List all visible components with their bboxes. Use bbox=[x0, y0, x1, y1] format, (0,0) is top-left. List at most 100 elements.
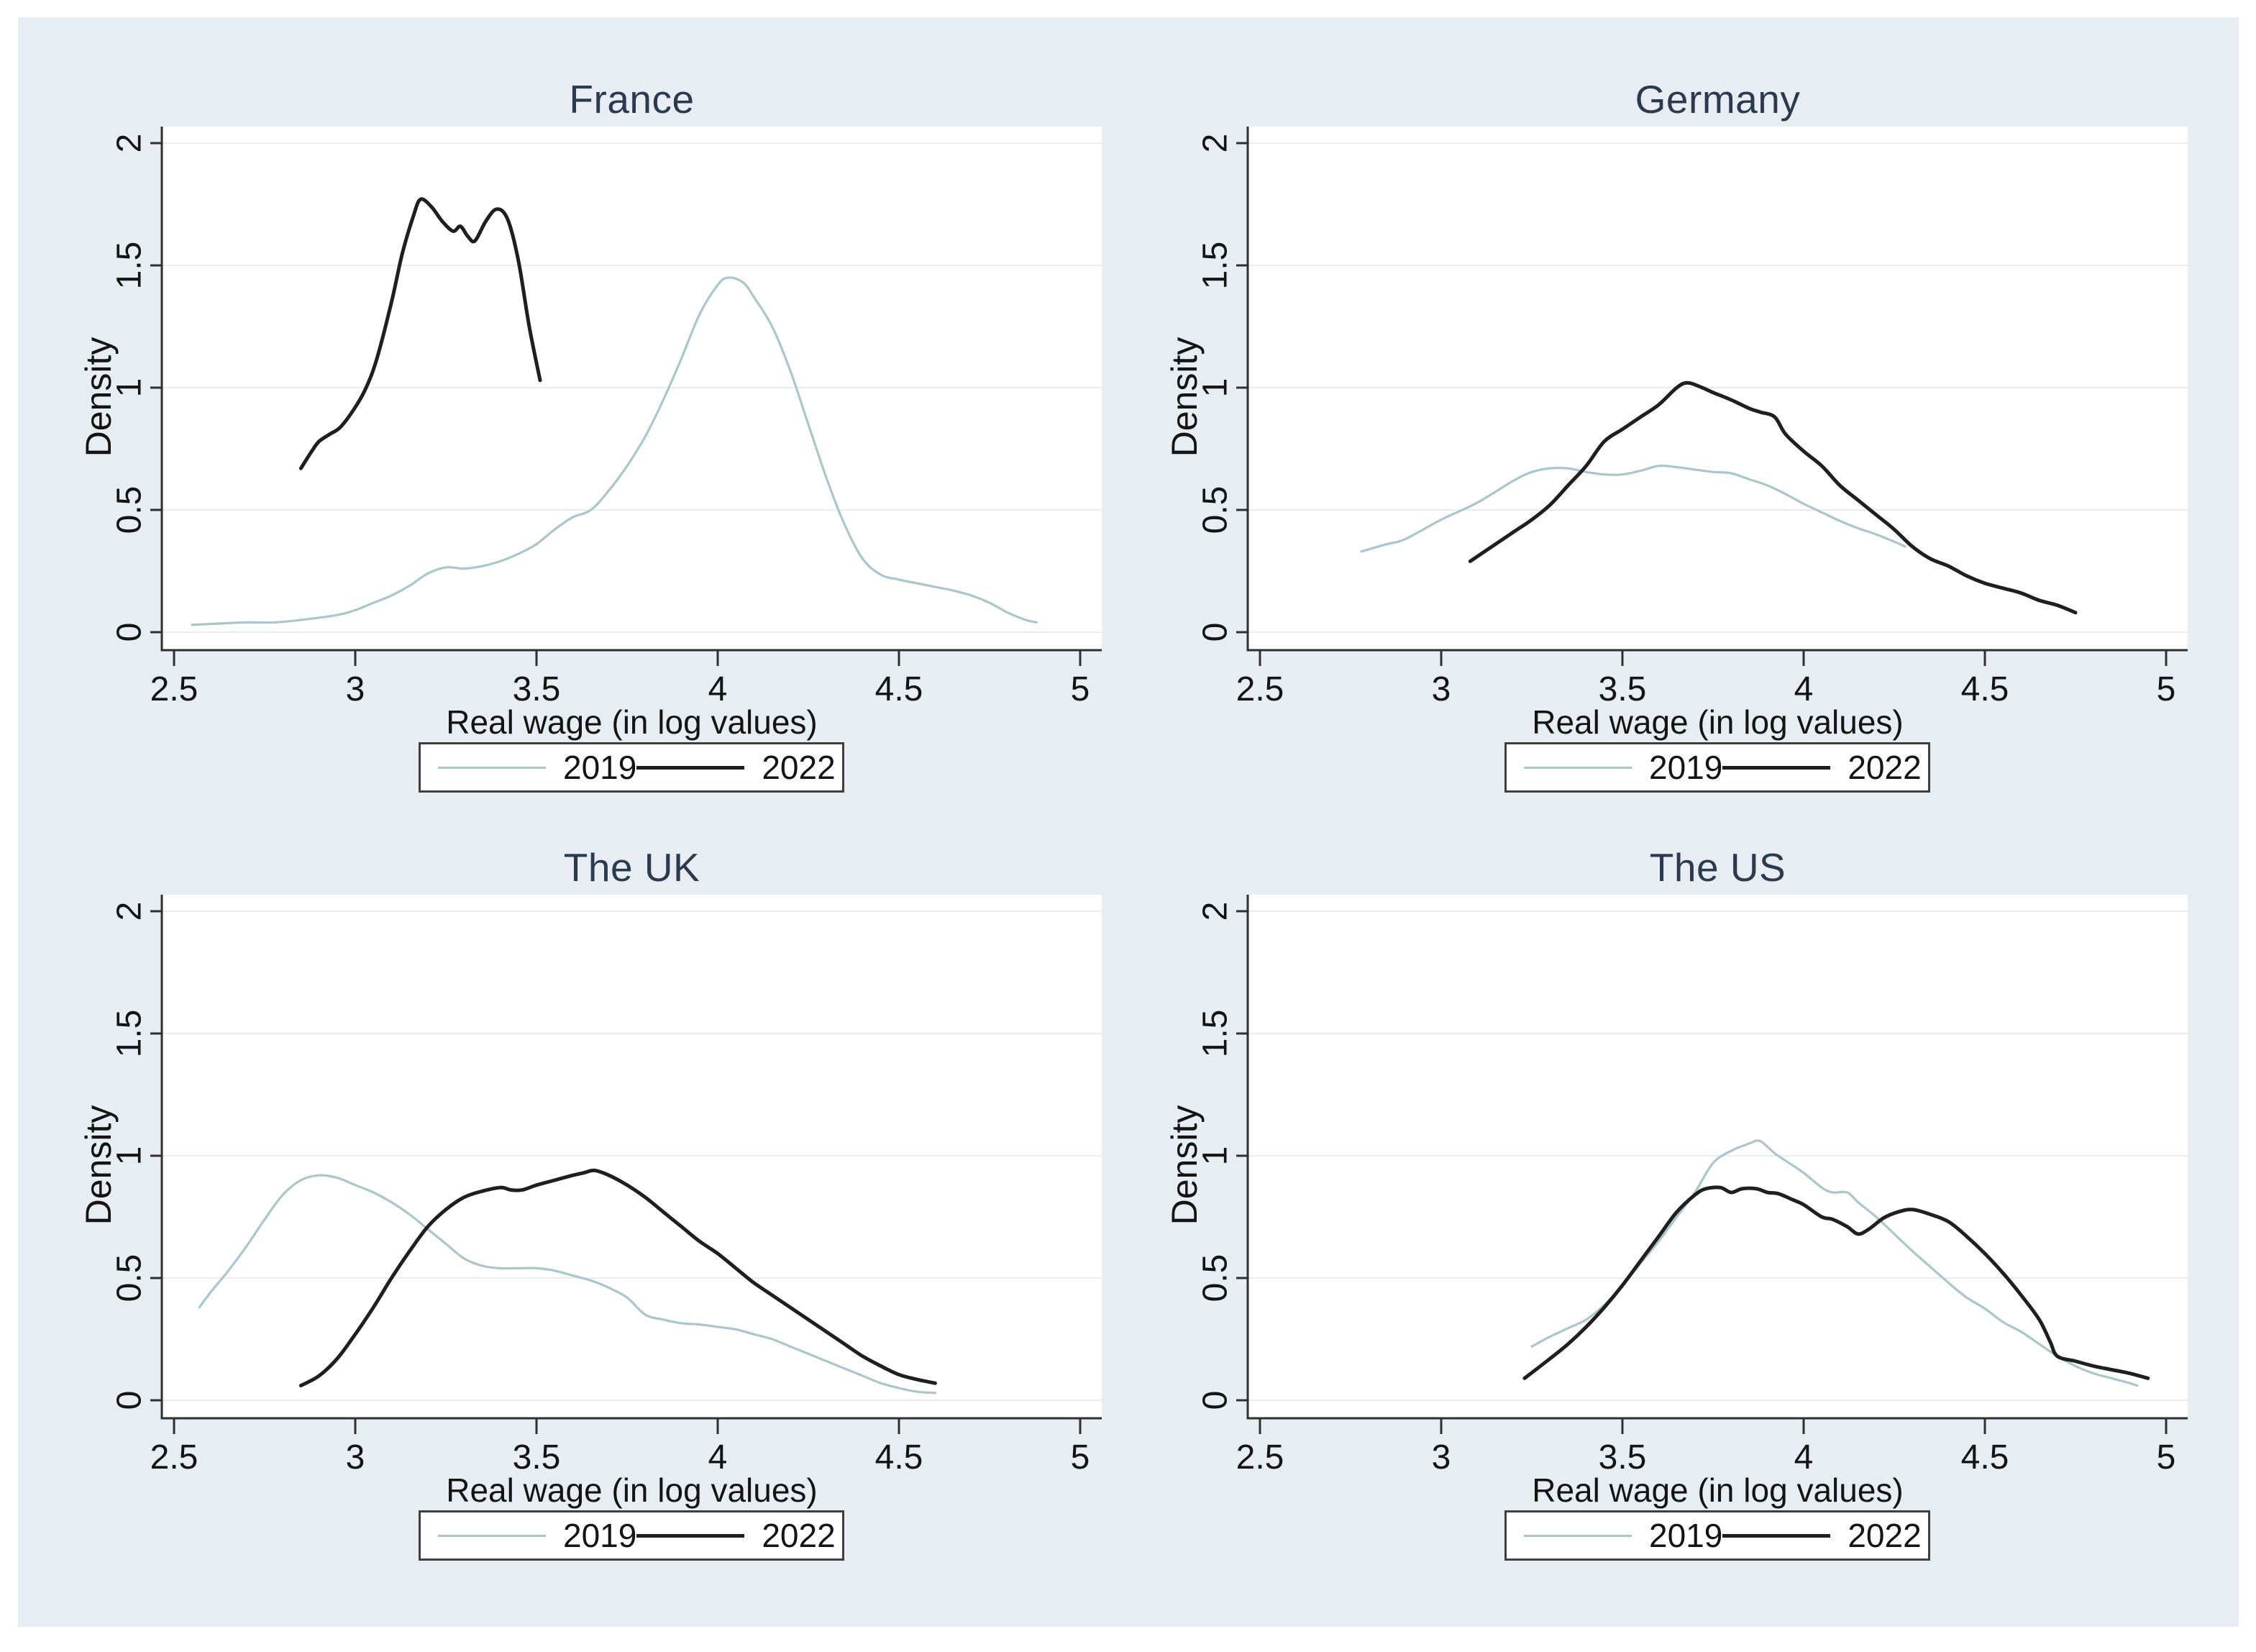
legend-item-2022: 2022 bbox=[636, 748, 836, 787]
legend-label-2019: 2019 bbox=[1649, 749, 1723, 786]
x-tick-label: 3 bbox=[346, 1438, 365, 1477]
y-tick-label: 0.5 bbox=[1197, 1254, 1235, 1302]
density-curve-2022 bbox=[298, 197, 542, 470]
legend-label-2022: 2022 bbox=[762, 749, 836, 786]
x-tick-label: 3.5 bbox=[1599, 670, 1647, 708]
y-tick-label: 0.5 bbox=[1197, 486, 1235, 534]
x-axis-title: Real wage (in log values) bbox=[446, 703, 818, 741]
panel-germany: Germany 0 0.5 1 1.5 2 2.5 3 3.5 4 4.5 5 Real wage (… bbox=[1105, 17, 2215, 807]
x-tick-label: 4.5 bbox=[1961, 670, 2009, 708]
x-tick-label: 3 bbox=[1432, 670, 1451, 708]
panel-us: The US 0 0.5 1 1.5 2 2.5 3 3.5 4 4.5 5 Real wage (i… bbox=[1105, 785, 2215, 1575]
legend-item-2022: 2022 bbox=[636, 1516, 836, 1555]
legend-box: 2019 2022 bbox=[1504, 742, 1930, 793]
y-axis-title: Density bbox=[1164, 337, 1205, 457]
chart-germany: 0 0.5 1 1.5 2 2.5 3 3.5 4 4.5 5 Real wage (in log v… bbox=[1164, 127, 2188, 741]
legend-item-2022: 2022 bbox=[1722, 1516, 1922, 1555]
legend-line-2022-icon bbox=[1722, 1533, 1831, 1538]
y-tick-label: 2 bbox=[1197, 134, 1235, 153]
legend-label-2019: 2019 bbox=[563, 1517, 637, 1554]
x-tick-label: 5 bbox=[1071, 670, 1090, 708]
y-tick-label: 1 bbox=[111, 378, 149, 398]
y-tick-label: 1.5 bbox=[1197, 242, 1235, 290]
x-tick-label: 4.5 bbox=[1961, 1438, 2009, 1477]
x-tick-label: 4 bbox=[1794, 1438, 1814, 1477]
y-tick-label: 2 bbox=[1197, 902, 1235, 921]
y-axis-title: Density bbox=[1164, 1105, 1205, 1226]
legend-item-2019: 2019 bbox=[438, 748, 636, 787]
panel-title-germany: Germany bbox=[1635, 77, 1801, 122]
legend-label-2022: 2022 bbox=[1848, 749, 1922, 786]
x-tick-label: 3.5 bbox=[513, 670, 561, 708]
panel-uk: The UK 0 0.5 1 1.5 2 2.5 3 3.5 4 4.5 5 Real wage (i… bbox=[19, 785, 1129, 1575]
y-tick-label: 0 bbox=[111, 1391, 149, 1410]
chart-us: 0 0.5 1 1.5 2 2.5 3 3.5 4 4.5 5 Real wage (in log v… bbox=[1164, 895, 2188, 1509]
x-tick-label: 4 bbox=[708, 1438, 728, 1477]
panel-title-uk: The UK bbox=[563, 845, 700, 890]
legend-item-2019: 2019 bbox=[1524, 748, 1722, 787]
y-tick-label: 0 bbox=[1197, 1391, 1235, 1410]
y-tick-label: 0.5 bbox=[111, 1254, 149, 1302]
x-tick-label: 5 bbox=[2157, 1438, 2176, 1477]
y-tick-label: 1.5 bbox=[1197, 1010, 1235, 1058]
panel-title-france: France bbox=[569, 77, 695, 122]
x-axis-title: Real wage (in log values) bbox=[1532, 703, 1904, 741]
x-tick-label: 4.5 bbox=[875, 1438, 923, 1477]
y-tick-label: 1.5 bbox=[111, 242, 149, 290]
x-tick-label: 2.5 bbox=[1236, 1438, 1284, 1477]
x-tick-label: 3 bbox=[346, 670, 365, 708]
legend-label-2022: 2022 bbox=[762, 1517, 836, 1554]
x-tick-label: 5 bbox=[1071, 1438, 1090, 1477]
legend-box: 2019 2022 bbox=[419, 1510, 844, 1561]
x-tick-label: 3 bbox=[1432, 1438, 1451, 1477]
y-tick-label: 2 bbox=[111, 134, 149, 153]
legend-label-2022: 2022 bbox=[1848, 1517, 1922, 1554]
legend-line-2022-icon bbox=[636, 765, 745, 770]
legend-line-2019-icon bbox=[438, 766, 546, 769]
legend-line-2019-icon bbox=[1524, 766, 1632, 769]
legend-item-2022: 2022 bbox=[1722, 748, 1922, 787]
legend-box: 2019 2022 bbox=[419, 742, 844, 793]
x-tick-label: 4.5 bbox=[875, 670, 923, 708]
figure-background: France 0 0.5 1 1.5 2 2.5 3 3.5 4 4.5 5 Real wage (i… bbox=[18, 17, 2239, 1627]
x-axis-title: Real wage (in log values) bbox=[1532, 1471, 1904, 1509]
density-curve-2022 bbox=[1468, 380, 2078, 615]
y-tick-label: 1 bbox=[1197, 378, 1235, 398]
legend-box: 2019 2022 bbox=[1504, 1510, 1930, 1561]
legend-item-2019: 2019 bbox=[438, 1516, 636, 1555]
panel-france: France 0 0.5 1 1.5 2 2.5 3 3.5 4 4.5 5 Real wage (i… bbox=[19, 17, 1129, 807]
density-curve-2019 bbox=[1360, 464, 1906, 553]
y-tick-label: 1.5 bbox=[111, 1010, 149, 1058]
legend-label-2019: 2019 bbox=[563, 749, 637, 786]
x-tick-label: 3.5 bbox=[1599, 1438, 1647, 1477]
density-curve-2022 bbox=[298, 1168, 937, 1388]
y-tick-label: 0.5 bbox=[111, 486, 149, 534]
chart-france: 0 0.5 1 1.5 2 2.5 3 3.5 4 4.5 5 Real wage (in log v… bbox=[78, 127, 1102, 741]
chart-uk: 0 0.5 1 1.5 2 2.5 3 3.5 4 4.5 5 Real wage (in log v… bbox=[78, 895, 1102, 1509]
x-tick-label: 2.5 bbox=[150, 670, 198, 708]
legend-line-2022-icon bbox=[636, 1533, 745, 1538]
density-curve-2022 bbox=[1522, 1185, 2150, 1380]
x-tick-label: 4 bbox=[1794, 670, 1814, 708]
y-tick-label: 1 bbox=[111, 1146, 149, 1166]
y-tick-label: 1 bbox=[1197, 1146, 1235, 1166]
panel-title-us: The US bbox=[1649, 845, 1786, 890]
density-curve-2019 bbox=[191, 276, 1038, 626]
y-tick-label: 0 bbox=[111, 623, 149, 642]
legend-line-2019-icon bbox=[438, 1534, 546, 1537]
y-tick-label: 2 bbox=[111, 902, 149, 921]
y-axis-title: Density bbox=[78, 337, 119, 457]
legend-label-2019: 2019 bbox=[1649, 1517, 1723, 1554]
legend-line-2019-icon bbox=[1524, 1534, 1632, 1537]
x-tick-label: 2.5 bbox=[150, 1438, 198, 1477]
y-tick-label: 0 bbox=[1197, 623, 1235, 642]
x-tick-label: 2.5 bbox=[1236, 670, 1284, 708]
x-tick-label: 5 bbox=[2157, 670, 2176, 708]
x-tick-label: 3.5 bbox=[513, 1438, 561, 1477]
x-axis-title: Real wage (in log values) bbox=[446, 1471, 818, 1509]
y-axis-title: Density bbox=[78, 1105, 119, 1226]
legend-line-2022-icon bbox=[1722, 765, 1831, 770]
density-curve-2019 bbox=[198, 1174, 936, 1395]
legend-item-2019: 2019 bbox=[1524, 1516, 1722, 1555]
